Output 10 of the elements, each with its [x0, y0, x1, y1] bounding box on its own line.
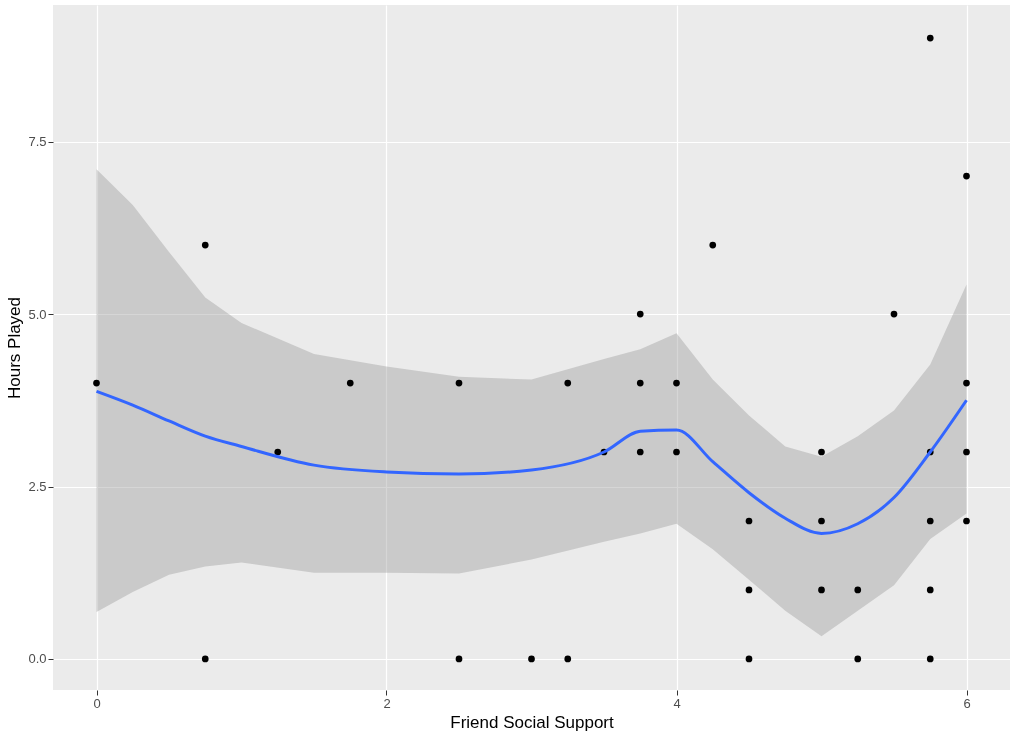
y-tick-label: 7.5 [28, 134, 47, 150]
y-tick-label: 5.0 [28, 306, 47, 322]
y-tick-label: 0.0 [28, 651, 47, 667]
x-tick-label: 2 [383, 695, 391, 711]
x-tick-label: 6 [963, 695, 971, 711]
x-tick-label: 0 [93, 695, 101, 711]
x-tick-label: 4 [673, 695, 681, 711]
y-tick-label: 2.5 [28, 479, 47, 494]
x-axis-title: Friend Social Support [450, 712, 615, 732]
y-axis-title: Hours Played [5, 296, 25, 400]
